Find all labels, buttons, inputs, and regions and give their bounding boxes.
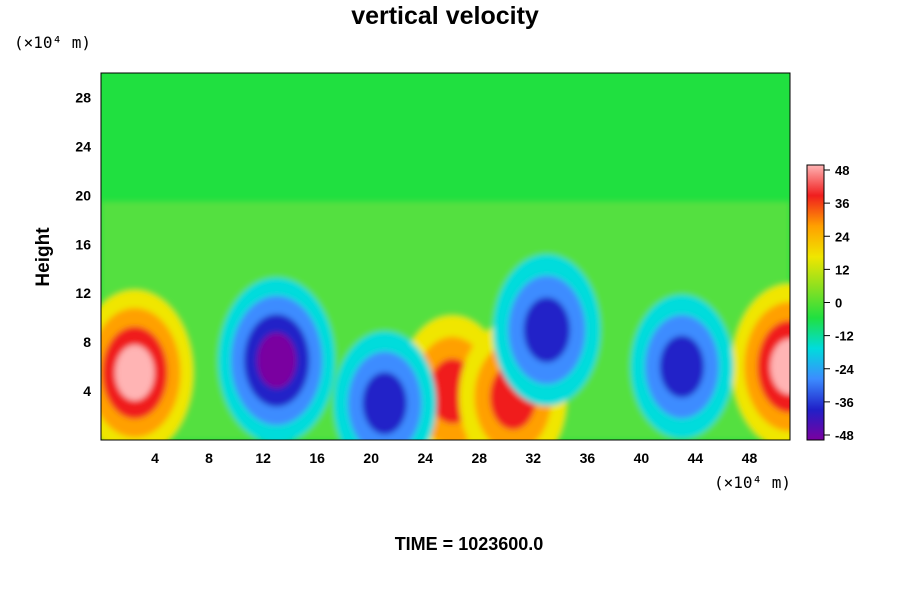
contour-level — [659, 335, 705, 398]
colorbar-tick-label: 0 — [835, 296, 842, 311]
y-unit-label: (×10⁴ m) — [14, 33, 91, 52]
y-tick-label: 8 — [83, 334, 91, 350]
colorbar-tick-label: -12 — [835, 329, 854, 344]
colorbar-scale — [806, 164, 825, 441]
y-tick-label: 4 — [83, 383, 91, 399]
y-tick-label: 16 — [75, 236, 91, 252]
colorbar-ticks: 48 36 24 12 0 -12 -24 -36 -48 — [824, 163, 855, 443]
plot-frame — [100, 72, 791, 441]
contour-level — [362, 372, 407, 435]
colorbar-tick-label: -24 — [835, 362, 855, 377]
y-tick-label: 24 — [75, 138, 91, 154]
x-axis-ticks: 4 8 12 16 20 24 28 32 36 40 44 48 — [151, 450, 757, 466]
x-tick-label: 36 — [580, 450, 596, 466]
x-tick-label: 16 — [309, 450, 325, 466]
x-tick-label: 4 — [151, 450, 159, 466]
x-tick-label: 12 — [255, 450, 271, 466]
contour-level — [115, 344, 155, 401]
updraft-cell — [731, 283, 790, 440]
colorbar-tick-label: 36 — [835, 196, 849, 211]
x-tick-label: 32 — [526, 450, 542, 466]
y-tick-label: 20 — [75, 187, 91, 203]
x-tick-label: 20 — [363, 450, 379, 466]
contour-level — [770, 338, 790, 395]
time-label: TIME = 1023600.0 — [395, 534, 544, 554]
chart-title: vertical velocity — [351, 2, 539, 30]
downdraft-cell — [333, 330, 437, 440]
colorbar-tick-label: 24 — [835, 229, 850, 244]
y-tick-label: 12 — [75, 285, 91, 301]
updraft-cell — [101, 289, 194, 440]
colorbar: 48 36 24 12 0 -12 -24 -36 -48 — [806, 163, 855, 443]
contour-level — [257, 332, 297, 389]
colorbar-tick-label: 48 — [835, 163, 849, 178]
y-axis-ticks: 4 8 12 16 20 24 28 — [75, 89, 91, 399]
x-tick-label: 48 — [742, 450, 758, 466]
x-tick-label: 40 — [634, 450, 650, 466]
x-tick-label: 44 — [688, 450, 704, 466]
x-tick-label: 24 — [417, 450, 433, 466]
x-tick-label: 8 — [205, 450, 213, 466]
y-tick-label: 28 — [75, 89, 91, 105]
downdraft-cell — [217, 277, 336, 440]
heatmap-plot-area — [101, 73, 790, 440]
x-tick-label: 28 — [471, 450, 487, 466]
colorbar-tick-label: 12 — [835, 262, 849, 277]
y-axis-label: Height — [33, 227, 54, 287]
x-unit-label: (×10⁴ m) — [714, 473, 791, 492]
contour-level — [523, 297, 570, 363]
colorbar-tick-label: -36 — [835, 395, 854, 410]
downdraft-cell — [630, 294, 734, 439]
downdraft-cell — [492, 253, 601, 406]
colorbar-tick-label: -48 — [835, 428, 854, 443]
velocity-features — [101, 201, 790, 440]
